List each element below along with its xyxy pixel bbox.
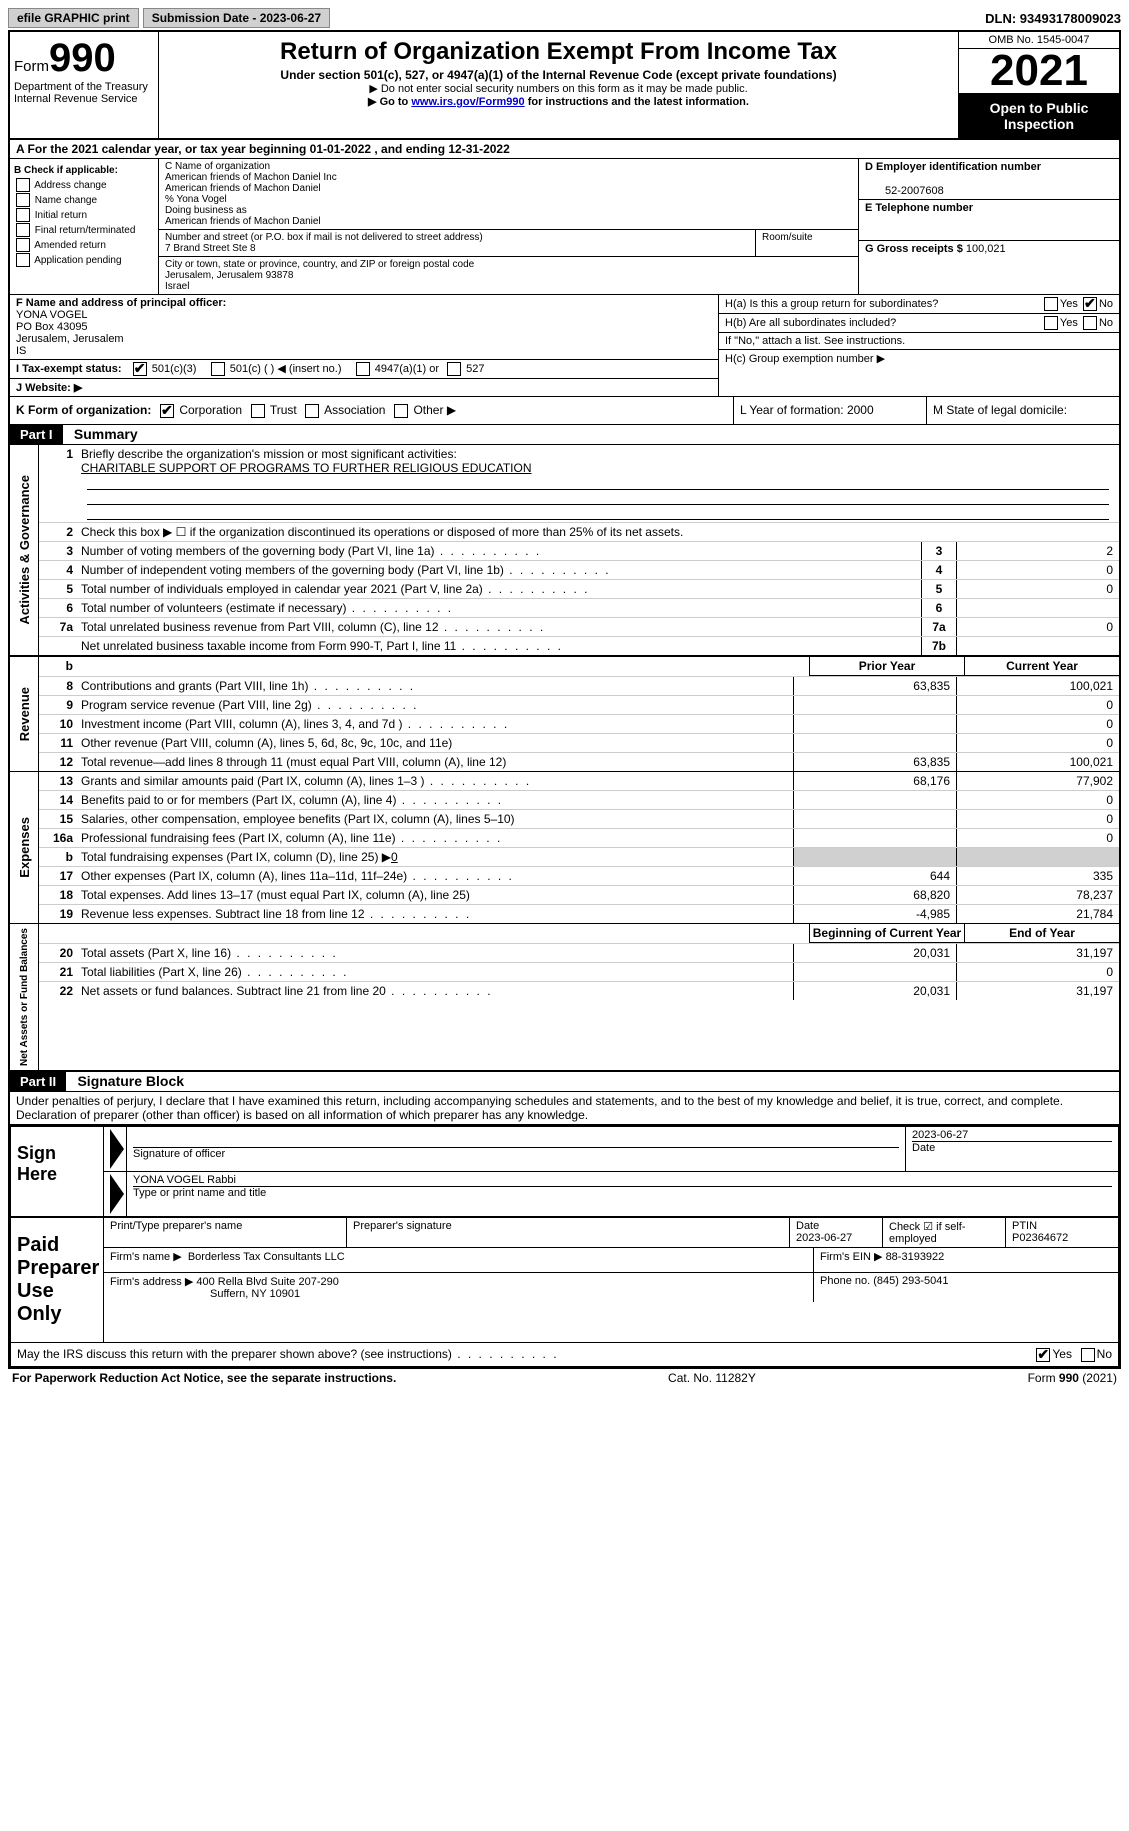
section-revenue: Revenue b Prior Year Current Year 8Contr… — [10, 657, 1119, 772]
submission-date-button[interactable]: Submission Date - 2023-06-27 — [143, 8, 330, 28]
row-a: A For the 2021 calendar year, or tax yea… — [10, 140, 1119, 159]
open-to-public: Open to Public Inspection — [959, 94, 1119, 138]
page-footer: For Paperwork Reduction Act Notice, see … — [8, 1369, 1121, 1387]
form-header: Form990 Department of the Treasury Inter… — [10, 32, 1119, 140]
section-netassets: Net Assets or Fund Balances Beginning of… — [10, 924, 1119, 1072]
paid-preparer-block: Paid Preparer Use Only Print/Type prepar… — [10, 1217, 1119, 1343]
goto-note: ▶ Go to www.irs.gov/Form990 for instruct… — [167, 95, 950, 108]
efile-print-button[interactable]: efile GRAPHIC print — [8, 8, 139, 28]
section-expenses: Expenses 13Grants and similar amounts pa… — [10, 772, 1119, 924]
form-number: Form990 — [14, 36, 154, 81]
part2-header: Part II Signature Block — [10, 1072, 1119, 1092]
col-b: B Check if applicable: Address change Na… — [10, 159, 159, 294]
nossn-note: ▶ Do not enter social security numbers o… — [167, 82, 950, 95]
form-subtitle: Under section 501(c), 527, or 4947(a)(1)… — [167, 68, 950, 82]
irs-link[interactable]: www.irs.gov/Form990 — [411, 96, 524, 108]
form-container: Form990 Department of the Treasury Inter… — [8, 30, 1121, 1369]
discuss-row: May the IRS discuss this return with the… — [10, 1343, 1119, 1367]
part1-header: Part I Summary — [10, 425, 1119, 445]
form-title: Return of Organization Exempt From Incom… — [167, 38, 950, 66]
tax-year: 2021 — [959, 49, 1119, 94]
section-governance: Activities & Governance 1 Briefly descri… — [10, 445, 1119, 657]
sign-here-block: Sign Here Signature of officer 2023-06-2… — [10, 1125, 1119, 1217]
dept-label: Department of the Treasury — [14, 81, 154, 93]
col-d: D Employer identification number 52-2007… — [859, 159, 1119, 294]
col-c: C Name of organization American friends … — [159, 159, 859, 294]
block-fgh: F Name and address of principal officer:… — [10, 295, 1119, 397]
block-bcd: B Check if applicable: Address change Na… — [10, 159, 1119, 295]
topbar: efile GRAPHIC print Submission Date - 20… — [8, 8, 1121, 28]
row-klm: K Form of organization: Corporation Trus… — [10, 397, 1119, 425]
dln-label: DLN: 93493178009023 — [985, 11, 1121, 26]
perjury-declaration: Under penalties of perjury, I declare th… — [10, 1092, 1119, 1125]
irs-label: Internal Revenue Service — [14, 93, 154, 105]
